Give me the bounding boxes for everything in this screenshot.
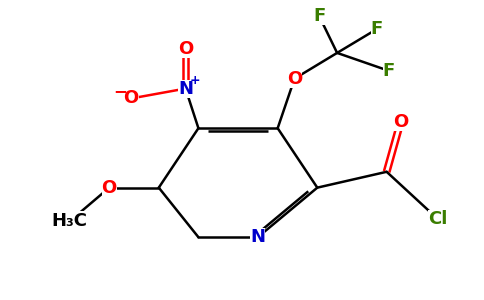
Text: F: F [371,20,383,38]
Text: O: O [287,70,302,88]
Text: O: O [123,89,138,107]
Text: N: N [178,80,193,98]
Text: H₃C: H₃C [52,212,88,230]
Text: −: − [113,82,127,100]
Text: O: O [393,113,408,131]
Text: O: O [102,178,117,196]
Text: N: N [250,228,265,246]
Text: Cl: Cl [428,210,448,228]
Text: F: F [382,62,395,80]
Text: O: O [178,40,193,58]
Text: F: F [313,7,325,25]
Text: +: + [189,74,200,87]
